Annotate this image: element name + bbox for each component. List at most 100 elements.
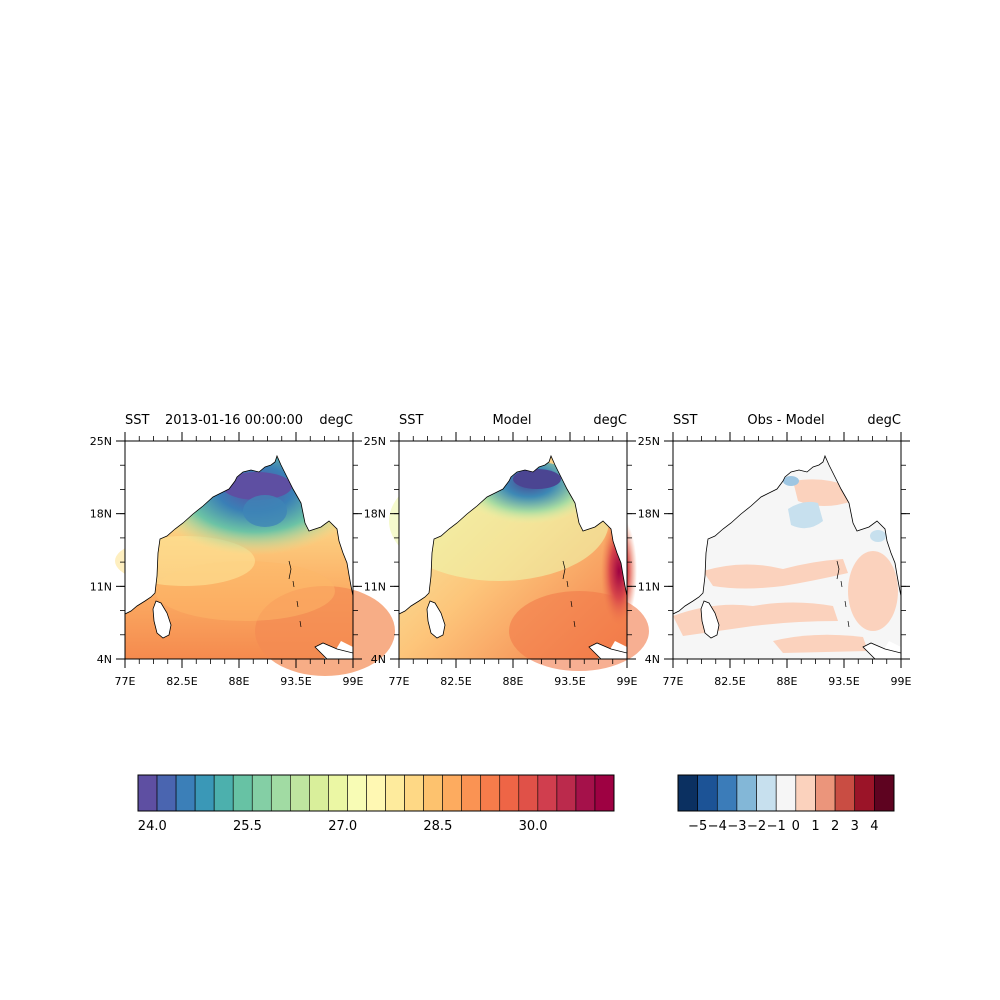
map-panel-obs <box>115 441 395 676</box>
colorbar-label: 2 <box>831 819 839 834</box>
map-panel-diff <box>672 441 902 660</box>
axes-diff: 77E 82.5E 88E 93.5E 99E 25N 18N 11N 4N <box>638 432 912 688</box>
panel-title-right: degC <box>319 413 353 428</box>
colorbar-label: −3 <box>727 819 746 834</box>
lat-tick-label: 4N <box>371 653 386 666</box>
axes-obs: 77E 82.5E 88E 93.5E 99E 25N 18N 11N 4N <box>90 432 364 688</box>
lon-tick-label: 82.5E <box>714 675 745 688</box>
colorbar-swatch <box>556 774 577 812</box>
colorbar-swatch <box>834 774 856 812</box>
colorbar-label: −1 <box>767 819 786 834</box>
colorbar-diff: −5 −4 −3 −2 −1 0 1 2 3 4 <box>677 774 895 834</box>
colorbar-label: 25.5 <box>233 819 262 834</box>
lon-tick-label: 82.5E <box>440 675 471 688</box>
lat-tick-label: 18N <box>364 508 386 521</box>
lon-tick-label: 93.5E <box>828 675 859 688</box>
colorbar-frame <box>677 774 895 812</box>
colorbar-swatch <box>499 774 520 812</box>
colorbar-swatch <box>736 774 757 812</box>
colorbar-swatch <box>518 774 539 812</box>
colorbar-swatch <box>232 774 253 812</box>
lat-tick-label: 25N <box>638 435 660 448</box>
lon-tick-label: 99E <box>891 675 912 688</box>
panel-title-center: 2013-01-16 00:00:00 <box>165 413 303 428</box>
lon-tick-label: 93.5E <box>280 675 311 688</box>
colorbar-swatch <box>461 774 482 812</box>
sri-lanka <box>152 600 172 639</box>
colorbar-swatch <box>677 774 698 812</box>
lon-tick-label: 99E <box>617 675 638 688</box>
lon-tick-label: 93.5E <box>554 675 585 688</box>
lat-tick-label: 25N <box>364 435 386 448</box>
sri-lanka <box>426 600 446 639</box>
colorbar-label: 3 <box>851 819 859 834</box>
colorbar-swatch <box>156 774 177 812</box>
colorbar-swatch <box>309 774 329 812</box>
colorbar-swatch <box>213 774 234 812</box>
colorbar-swatch <box>137 774 158 812</box>
colorbar-swatch <box>442 774 462 812</box>
lon-tick-label: 88E <box>777 675 798 688</box>
colorbar-swatch <box>404 774 424 812</box>
lat-tick-label: 11N <box>638 580 660 593</box>
lat-tick-label: 25N <box>90 435 112 448</box>
colorbar-label: 27.0 <box>328 819 357 834</box>
panel-title-left: SST <box>399 413 424 428</box>
colorbar-label: −4 <box>708 819 727 834</box>
colorbar-swatch <box>366 774 386 812</box>
colorbar-swatch <box>290 774 310 812</box>
panel-title-left: SST <box>673 413 698 428</box>
colorbar-swatch <box>874 774 895 812</box>
colorbar-label: 24.0 <box>138 819 167 834</box>
colorbar-swatch <box>756 774 777 812</box>
colorbar-swatch <box>480 774 501 812</box>
colorbar-swatch <box>537 774 558 812</box>
andaman-islands <box>836 560 850 628</box>
lat-tick-label: 4N <box>645 653 660 666</box>
colorbar-swatch <box>270 774 291 812</box>
andaman-islands <box>562 560 576 628</box>
colorbar-label: 1 <box>811 819 819 834</box>
sri-lanka <box>700 600 720 639</box>
colorbar-swatch <box>697 774 718 812</box>
andaman-islands <box>288 560 302 628</box>
lon-tick-label: 88E <box>229 675 250 688</box>
lat-tick-label: 4N <box>97 653 112 666</box>
colorbar-label: −2 <box>747 819 766 834</box>
lon-tick-label: 77E <box>663 675 684 688</box>
coastline <box>672 454 902 615</box>
colorbar-swatch <box>194 774 215 812</box>
land-mask <box>673 441 901 659</box>
panel-title-center: Model <box>492 413 531 428</box>
colorbar-sst: 24.0 25.5 27.0 28.5 30.0 <box>137 774 615 834</box>
coastline <box>398 454 628 615</box>
lon-tick-label: 99E <box>343 675 364 688</box>
colorbar-swatch <box>775 774 797 812</box>
lat-tick-label: 11N <box>90 580 112 593</box>
lat-tick-label: 18N <box>90 508 112 521</box>
colorbar-swatch <box>854 774 875 812</box>
panel-title-center: Obs - Model <box>747 413 824 428</box>
map-panel-model <box>389 441 649 671</box>
lon-tick-label: 77E <box>115 675 136 688</box>
panel-title-right: degC <box>593 413 627 428</box>
colorbar-swatch <box>385 774 405 812</box>
colorbar-swatch <box>251 774 272 812</box>
colorbar-label: 4 <box>870 819 878 834</box>
colorbar-swatch <box>815 774 836 812</box>
colorbar-swatch <box>175 774 196 812</box>
panel-title-left: SST <box>125 413 150 428</box>
colorbar-swatch <box>423 774 443 812</box>
coastline <box>124 454 354 615</box>
axes-model: 77E 82.5E 88E 93.5E 99E 25N 18N 11N 4N <box>364 432 638 688</box>
colorbar-label: 0 <box>792 819 800 834</box>
panel-title-right: degC <box>867 413 901 428</box>
colorbar-swatch <box>594 774 615 812</box>
colorbar-swatch <box>575 774 596 812</box>
colorbar-label: 30.0 <box>519 819 548 834</box>
lat-tick-label: 11N <box>364 580 386 593</box>
colorbar-swatch <box>347 774 367 812</box>
lat-tick-label: 18N <box>638 508 660 521</box>
lon-tick-label: 88E <box>503 675 524 688</box>
